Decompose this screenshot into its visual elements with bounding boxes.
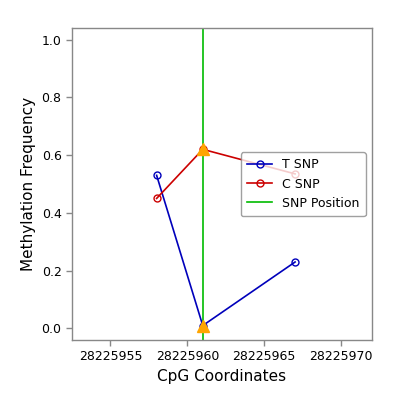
X-axis label: CpG Coordinates: CpG Coordinates <box>158 369 286 384</box>
Y-axis label: Methylation Frequency: Methylation Frequency <box>21 97 36 271</box>
Legend: T SNP, C SNP, SNP Position: T SNP, C SNP, SNP Position <box>241 152 366 216</box>
